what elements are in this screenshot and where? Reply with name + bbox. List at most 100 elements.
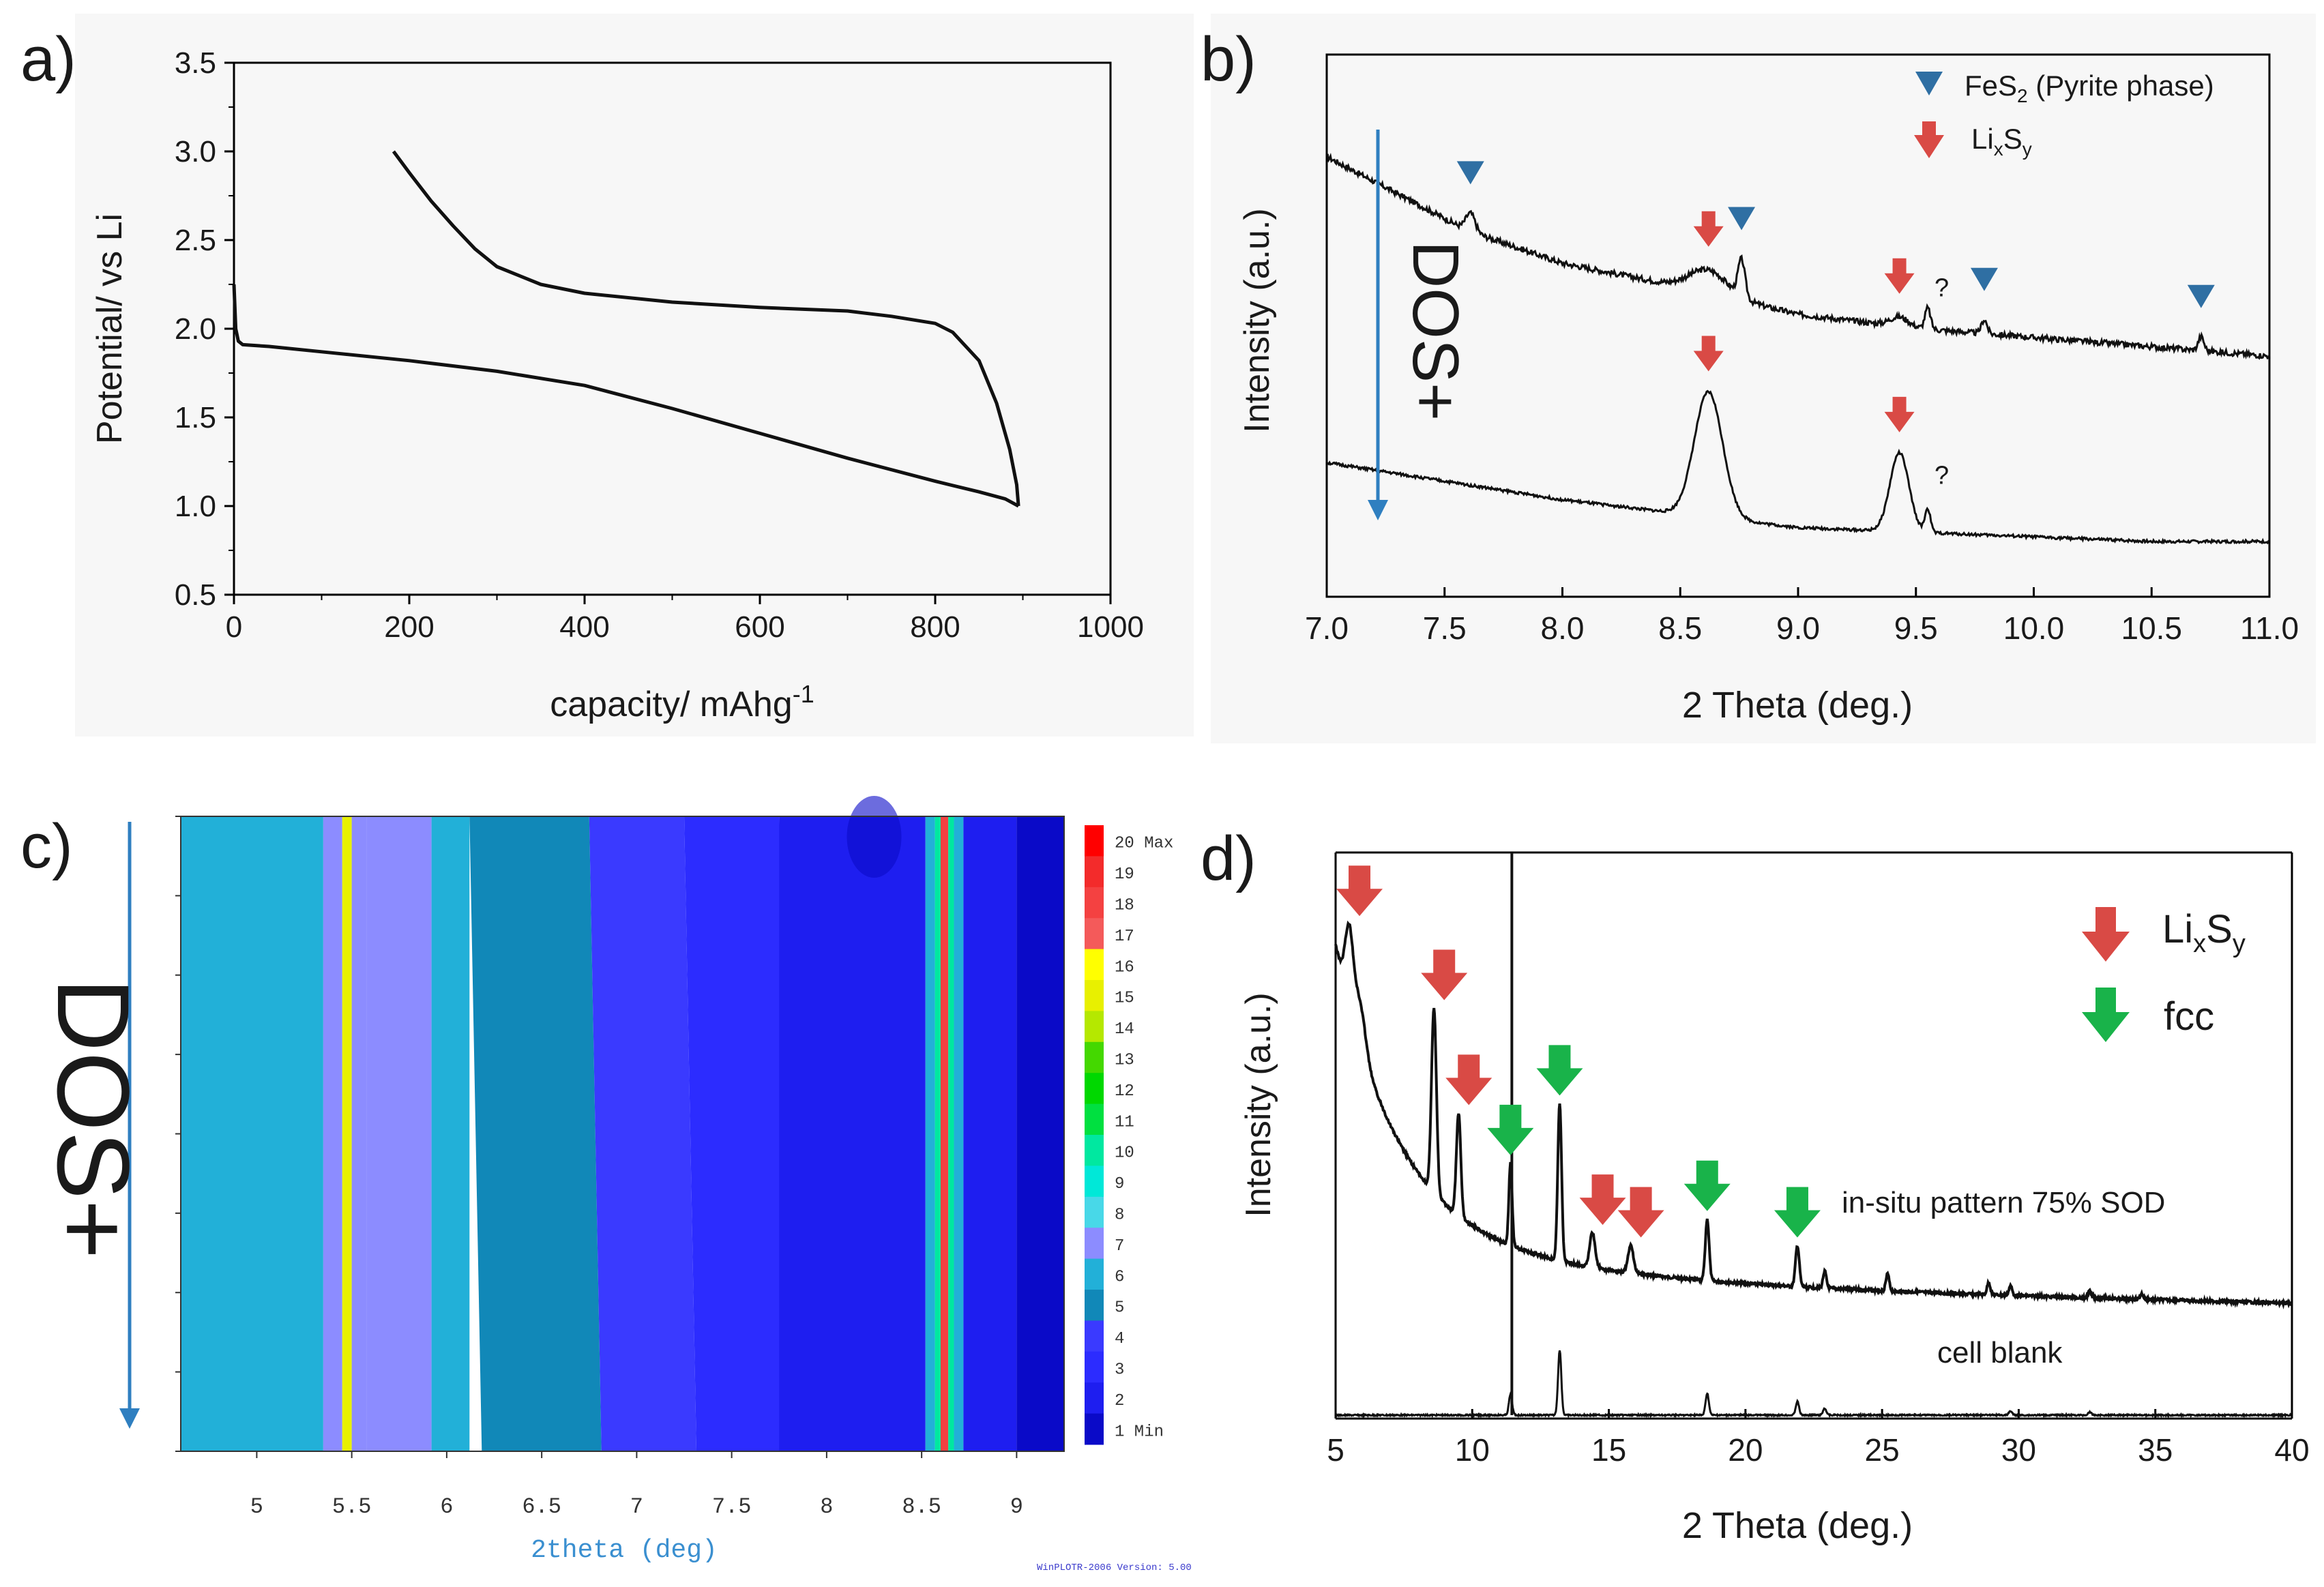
- panel-d: d) 5 10 15 20 25 30 35 40 2 Theta (deg.) Intens…: [1201, 824, 2310, 1546]
- panel-c-intensity-band: [469, 816, 602, 1451]
- panel-c-colorbar-label: 17: [1115, 928, 1134, 946]
- panel-c-colorbar-label: 7: [1115, 1237, 1124, 1256]
- panel-c-colorbar-label: 13: [1115, 1051, 1134, 1069]
- panel-d-x-tick-label: 10: [1455, 1432, 1490, 1468]
- panel-b-x-tick-label: 8.0: [1541, 610, 1585, 646]
- panel-d-y-axis-label: Intensity (a.u.): [1239, 992, 1278, 1217]
- panel-b-x-tick-label: 10.5: [2121, 610, 2182, 646]
- panel-c-intensity-band: [351, 816, 367, 1451]
- panel-a: a) 0 200 400 600 800 1000 0.5 1.0 1.5 2.0 2.5 3.0 3.…: [20, 14, 1194, 737]
- panel-a-x-axis-label: capacity/ mAhg-1: [550, 680, 814, 724]
- panel-a-y-tick-label: 1.5: [175, 401, 216, 434]
- panel-d-legend-green-arrow-icon: [2082, 988, 2130, 1042]
- panel-c-footer-note: WinPLOTR-2006 Version: 5.00: [1037, 1562, 1192, 1573]
- panel-d-letter: d): [1201, 824, 1256, 893]
- panel-d-fcc-arrow-marker: [1487, 1104, 1534, 1155]
- panel-b-legend-lixsy-li: Li: [1971, 123, 1994, 155]
- panel-d-lixsy-arrow-marker: [1617, 1187, 1664, 1238]
- panel-b-dos-label: DOS+: [1399, 241, 1472, 421]
- panel-c-colorbar-swatch: [1085, 1351, 1104, 1383]
- panel-a-y-tick-label: 2.5: [175, 224, 216, 257]
- panel-b-legend-fes2-label: FeS: [1965, 70, 2017, 102]
- panel-d-x-tick-label: 15: [1591, 1432, 1626, 1468]
- panel-d-fcc-arrow-marker: [1683, 1160, 1731, 1211]
- panel-d-legend-red-arrow-icon: [2082, 907, 2130, 962]
- panel-a-y-tick-label: 1.0: [175, 490, 216, 523]
- panel-d-legend: LixSy fcc: [2082, 907, 2246, 1042]
- panel-d-plot-area: 5 10 15 20 25 30 35 40: [1327, 851, 2310, 1468]
- panel-c-intensity-band: [940, 816, 949, 1451]
- panel-d-annotation-blank: cell blank: [1937, 1336, 2063, 1369]
- panel-a-x-tick-label: 600: [735, 610, 784, 644]
- panel-c-colorbar-label: 14: [1115, 1020, 1134, 1039]
- panel-c-intensity-band: [181, 816, 323, 1451]
- panel-c-x-tick-label: 8.5: [902, 1494, 941, 1519]
- panel-b-pyrite-triangle-marker: [1970, 267, 1998, 291]
- panel-c-intensity-band: [963, 816, 1017, 1451]
- panel-c-colorbar-swatch: [1085, 1228, 1104, 1260]
- panel-c-x-tick-label: 6: [440, 1494, 453, 1519]
- panel-a-y-tick-label: 2.0: [175, 312, 216, 346]
- panel-d-lixsy-arrow-marker: [1579, 1174, 1626, 1226]
- panel-c-colorbar-label: 8: [1115, 1206, 1124, 1224]
- panel-c-letter: c): [20, 812, 73, 881]
- panel-a-background: [75, 14, 1194, 737]
- panel-b-legend-lixsy-y: y: [2023, 138, 2032, 160]
- panel-c-colorbar-swatch: [1085, 1166, 1104, 1198]
- panel-a-x-axis-label-sup: -1: [793, 680, 814, 708]
- panel-d-annotation-insitu: in-situ pattern 75% SOD: [1842, 1186, 2165, 1219]
- panel-c-x-tick-label: 8: [820, 1494, 833, 1519]
- panel-c-intensity-band: [323, 816, 342, 1451]
- panel-c-colorbar-swatch: [1085, 918, 1104, 950]
- panel-d-lixsy-arrow-marker: [1421, 949, 1468, 1000]
- panel-c-x-tick-label: 5: [250, 1494, 263, 1519]
- panel-c-colorbar-label: 4: [1115, 1330, 1124, 1348]
- panel-c-colorbar-label: 12: [1115, 1082, 1134, 1101]
- panel-b-pyrite-triangle-marker: [1728, 207, 1756, 231]
- panel-b-question-mark: ?: [1935, 273, 1949, 302]
- panel-c-plot-area: 5 5.5 6 6.5 7 7.5 8 8.5 9: [175, 796, 1065, 1519]
- panel-c-colorbar-swatch: [1085, 825, 1104, 857]
- panel-d-x-tick-label: 20: [1728, 1432, 1763, 1468]
- panel-c-colorbar-label: 3: [1115, 1361, 1124, 1379]
- panel-c-colorbar-swatch: [1085, 887, 1104, 919]
- panel-a-letter: a): [20, 25, 76, 94]
- panel-b-question-mark: ?: [1935, 461, 1949, 490]
- panel-c-colorbar-swatch: [1085, 1413, 1104, 1445]
- panel-c-colorbar-swatch: [1085, 1382, 1104, 1414]
- panel-c-x-tick-label: 9: [1010, 1494, 1023, 1519]
- panel-b-x-axis-label: 2 Theta (deg.): [1682, 685, 1913, 726]
- panel-c-intensity-band: [684, 816, 792, 1451]
- panel-b-lixsy-arrow-marker: [1693, 336, 1724, 372]
- panel-a-y-tick-label: 3.0: [175, 135, 216, 168]
- panel-b-legend-fes2-sub: 2: [2017, 85, 2028, 106]
- panel-d-legend-entry-lixsy: LixSy: [2162, 907, 2246, 958]
- panel-c-colorbar-label: 18: [1115, 896, 1134, 915]
- panel-b-lower-pattern: [1326, 389, 2270, 545]
- panel-b-x-tick-label: 9.0: [1776, 610, 1820, 646]
- panel-d-cell-blank-pattern: [1335, 1350, 2292, 1419]
- panel-c-x-tick-label: 7: [630, 1494, 643, 1519]
- panel-c-colorbar-swatch: [1085, 1290, 1104, 1321]
- panel-c-dos-label: DOS+: [36, 978, 151, 1260]
- panel-d-x-tick-label: 35: [2138, 1432, 2173, 1468]
- panel-b-letter: b): [1201, 25, 1256, 94]
- panel-c-x-tick-label: 6.5: [522, 1494, 561, 1519]
- panel-c-intensity-band: [954, 816, 964, 1451]
- panel-b-x-tick-label: 7.0: [1305, 610, 1349, 646]
- panel-b-legend-fes2-suffix: (Pyrite phase): [2028, 70, 2214, 102]
- panel-b-lixsy-arrow-marker: [1884, 396, 1915, 432]
- panel-c-intensity-band: [925, 816, 935, 1451]
- panel-a-plot-area: 0 200 400 600 800 1000 0.5 1.0 1.5 2.0 2.5 3.0 3.5: [175, 46, 1144, 644]
- panel-c-colorbar: 20 Max 19 18 17 16 15 14 13 12 11 10 9 8 7 6 5 4 3 2 1 Min: [1085, 825, 1173, 1445]
- panel-d-x-tick-label: 30: [2001, 1432, 2036, 1468]
- panel-c-x-tick-label: 5.5: [332, 1494, 372, 1519]
- panel-d-lixsy-arrow-marker: [1336, 865, 1383, 917]
- panel-c-x-tick-label: 7.5: [712, 1494, 752, 1519]
- panel-b-legend-arrow-icon: [1914, 121, 1944, 158]
- panel-c-colorbar-label: 2: [1115, 1392, 1124, 1410]
- panel-d-lixsy-arrow-marker: [1445, 1054, 1492, 1106]
- panel-b-plot-area: 7.0 7.5 8.0 8.5 9.0 9.5 10.0 10.5 11.0??: [1305, 53, 2299, 646]
- panel-b-legend-entry-lixsy: LixSy: [1971, 123, 2032, 160]
